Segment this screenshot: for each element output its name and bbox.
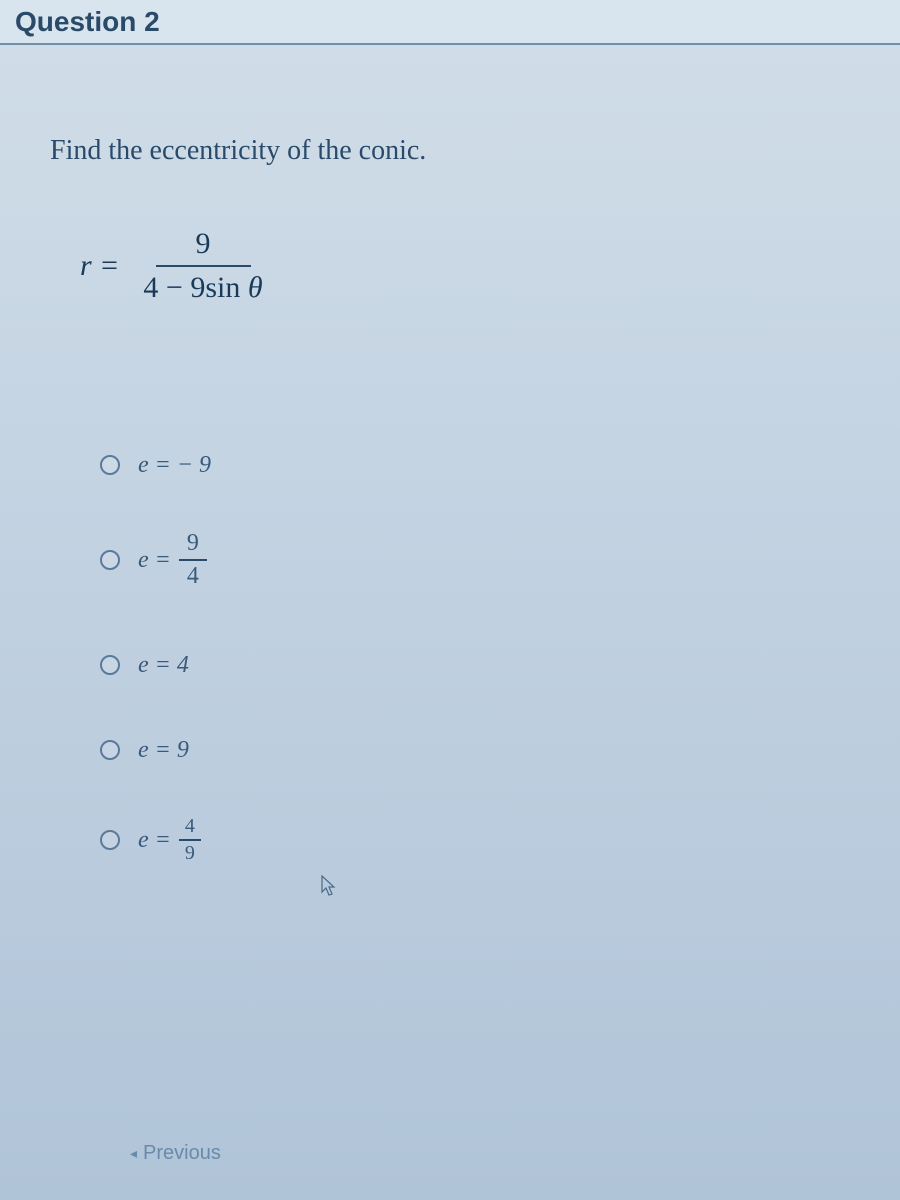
footer-nav: ◂ Previous xyxy=(130,1142,221,1165)
option-b[interactable]: e = 9 4 xyxy=(100,530,850,590)
radio-button[interactable] xyxy=(100,655,120,675)
option-label: e = 4 xyxy=(138,652,189,679)
previous-label: Previous xyxy=(143,1142,221,1165)
option-label: e = − 9 xyxy=(138,452,211,479)
equation-numerator: 9 xyxy=(156,227,251,267)
option-fraction: 9 4 xyxy=(179,530,207,590)
question-equation: r = 9 4 − 9sin θ xyxy=(80,227,850,305)
option-label: e = 4 9 xyxy=(138,815,201,865)
chevron-left-icon: ◂ xyxy=(130,1145,137,1162)
question-prompt: Find the eccentricity of the conic. xyxy=(50,135,850,167)
equation-lhs: r = xyxy=(80,249,119,283)
option-e[interactable]: e = 4 9 xyxy=(100,815,850,865)
option-d[interactable]: e = 9 xyxy=(100,730,850,770)
option-fraction: 4 9 xyxy=(179,815,201,865)
radio-button[interactable] xyxy=(100,550,120,570)
option-label: e = 9 xyxy=(138,737,189,764)
radio-button[interactable] xyxy=(100,455,120,475)
radio-button[interactable] xyxy=(100,740,120,760)
equation-fraction: 9 4 − 9sin θ xyxy=(131,227,274,305)
previous-button[interactable]: ◂ Previous xyxy=(130,1142,221,1165)
option-label: e = 9 4 xyxy=(138,530,207,590)
cursor-icon xyxy=(320,875,338,899)
question-title: Question 2 xyxy=(15,6,160,38)
question-content: Find the eccentricity of the conic. r = … xyxy=(0,45,900,1200)
question-header: Question 2 xyxy=(0,0,900,45)
option-c[interactable]: e = 4 xyxy=(100,645,850,685)
option-a[interactable]: e = − 9 xyxy=(100,445,850,485)
radio-button[interactable] xyxy=(100,830,120,850)
equation-denominator: 4 − 9sin θ xyxy=(131,267,274,305)
answer-options: e = − 9 e = 9 4 e = 4 e = 9 xyxy=(100,445,850,865)
